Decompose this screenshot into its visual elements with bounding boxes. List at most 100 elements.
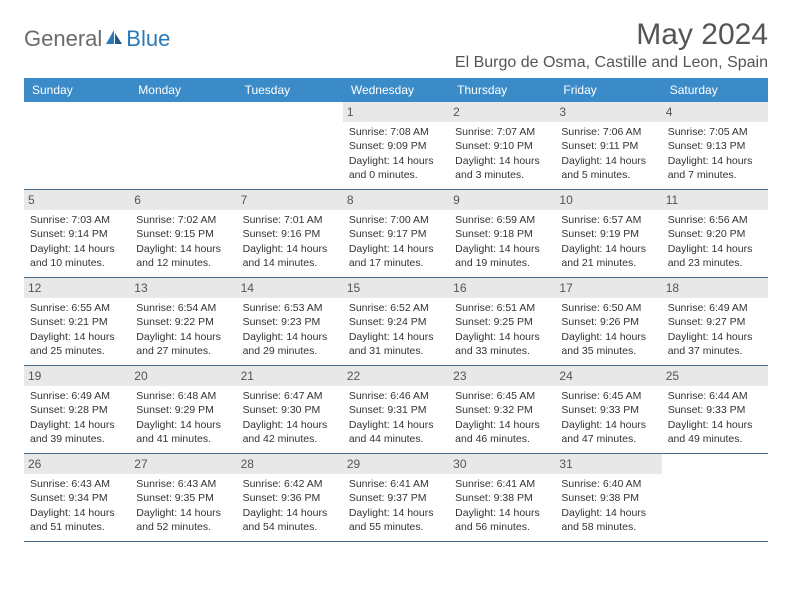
day-number: 4	[662, 102, 768, 122]
day-cell: 20 Sunrise: 6:48 AMSunset: 9:29 PMDayligh…	[130, 366, 236, 454]
day-cell: 9 Sunrise: 6:59 AMSunset: 9:18 PMDaylight…	[449, 190, 555, 278]
day-info: Sunrise: 6:47 AMSunset: 9:30 PMDaylight:…	[243, 389, 337, 446]
day-cell: 24Sunrise: 6:45 AMSunset: 9:33 PMDayligh…	[555, 366, 661, 454]
day-info: Sunrise: 6:43 AMSunset: 9:34 PMDaylight:…	[30, 477, 124, 534]
day-number: 9	[449, 190, 555, 210]
day-number: 22	[343, 366, 449, 386]
day-number: 15	[343, 278, 449, 298]
day-number: 14	[237, 278, 343, 298]
day-cell: 13 Sunrise: 6:54 AMSunset: 9:22 PMDayligh…	[130, 278, 236, 366]
day-info: Sunrise: 7:02 AMSunset: 9:15 PMDaylight:…	[136, 213, 230, 270]
weekday-header: Thursday	[449, 78, 555, 102]
weekday-header: Sunday	[24, 78, 130, 102]
empty-cell	[24, 102, 130, 190]
day-cell: 8 Sunrise: 7:00 AMSunset: 9:17 PMDaylight…	[343, 190, 449, 278]
day-number: 17	[555, 278, 661, 298]
day-info: Sunrise: 6:57 AMSunset: 9:19 PMDaylight:…	[561, 213, 655, 270]
calendar: SundayMondayTuesdayWednesdayThursdayFrid…	[24, 78, 768, 542]
day-number: 28	[237, 454, 343, 474]
day-cell: 28 Sunrise: 6:42 AMSunset: 9:36 PMDayligh…	[237, 454, 343, 542]
day-info: Sunrise: 6:59 AMSunset: 9:18 PMDaylight:…	[455, 213, 549, 270]
day-number: 30	[449, 454, 555, 474]
day-number: 5	[24, 190, 130, 210]
month-title: May 2024	[455, 18, 768, 52]
day-number: 29	[343, 454, 449, 474]
day-info: Sunrise: 6:53 AMSunset: 9:23 PMDaylight:…	[243, 301, 337, 358]
day-info: Sunrise: 6:49 AMSunset: 9:27 PMDaylight:…	[668, 301, 762, 358]
day-number: 23	[449, 366, 555, 386]
day-number: 13	[130, 278, 236, 298]
header: General Blue May 2024 El Burgo de Osma, …	[24, 18, 768, 72]
day-number: 7	[237, 190, 343, 210]
weekday-header: Tuesday	[237, 78, 343, 102]
day-cell: 12 Sunrise: 6:55 AMSunset: 9:21 PMDayligh…	[24, 278, 130, 366]
calendar-body: 1 Sunrise: 7:08 AMSunset: 9:09 PMDaylight…	[24, 102, 768, 542]
day-info: Sunrise: 6:49 AMSunset: 9:28 PMDaylight:…	[30, 389, 124, 446]
day-cell: 10 Sunrise: 6:57 AMSunset: 9:19 PMDayligh…	[555, 190, 661, 278]
day-info: Sunrise: 6:40 AMSunset: 9:38 PMDaylight:…	[561, 477, 655, 534]
day-cell: 3Sunrise: 7:06 AMSunset: 9:11 PMDaylight…	[555, 102, 661, 190]
calendar-header-row: SundayMondayTuesdayWednesdayThursdayFrid…	[24, 78, 768, 102]
day-info: Sunrise: 6:41 AMSunset: 9:37 PMDaylight:…	[349, 477, 443, 534]
day-info: Sunrise: 6:54 AMSunset: 9:22 PMDaylight:…	[136, 301, 230, 358]
day-info: Sunrise: 6:43 AMSunset: 9:35 PMDaylight:…	[136, 477, 230, 534]
empty-cell	[662, 454, 768, 542]
day-info: Sunrise: 6:44 AMSunset: 9:33 PMDaylight:…	[668, 389, 762, 446]
weekday-header: Monday	[130, 78, 236, 102]
day-info: Sunrise: 7:08 AMSunset: 9:09 PMDaylight:…	[349, 125, 443, 182]
day-number: 26	[24, 454, 130, 474]
day-info: Sunrise: 6:41 AMSunset: 9:38 PMDaylight:…	[455, 477, 549, 534]
day-info: Sunrise: 7:06 AMSunset: 9:11 PMDaylight:…	[561, 125, 655, 182]
day-info: Sunrise: 7:07 AMSunset: 9:10 PMDaylight:…	[455, 125, 549, 182]
day-cell: 14 Sunrise: 6:53 AMSunset: 9:23 PMDayligh…	[237, 278, 343, 366]
weekday-header: Saturday	[662, 78, 768, 102]
day-cell: 15 Sunrise: 6:52 AMSunset: 9:24 PMDayligh…	[343, 278, 449, 366]
day-info: Sunrise: 7:00 AMSunset: 9:17 PMDaylight:…	[349, 213, 443, 270]
day-number: 25	[662, 366, 768, 386]
day-info: Sunrise: 6:48 AMSunset: 9:29 PMDaylight:…	[136, 389, 230, 446]
day-cell: 7 Sunrise: 7:01 AMSunset: 9:16 PMDaylight…	[237, 190, 343, 278]
day-number: 24	[555, 366, 661, 386]
day-number: 19	[24, 366, 130, 386]
day-cell: 25 Sunrise: 6:44 AMSunset: 9:33 PMDayligh…	[662, 366, 768, 454]
day-info: Sunrise: 6:51 AMSunset: 9:25 PMDaylight:…	[455, 301, 549, 358]
day-number: 21	[237, 366, 343, 386]
day-cell: 11Sunrise: 6:56 AMSunset: 9:20 PMDayligh…	[662, 190, 768, 278]
day-cell: 2 Sunrise: 7:07 AMSunset: 9:10 PMDaylight…	[449, 102, 555, 190]
day-number: 10	[555, 190, 661, 210]
day-cell: 29 Sunrise: 6:41 AMSunset: 9:37 PMDayligh…	[343, 454, 449, 542]
day-number: 1	[343, 102, 449, 122]
day-cell: 5 Sunrise: 7:03 AMSunset: 9:14 PMDaylight…	[24, 190, 130, 278]
day-info: Sunrise: 7:05 AMSunset: 9:13 PMDaylight:…	[668, 125, 762, 182]
day-cell: 16 Sunrise: 6:51 AMSunset: 9:25 PMDayligh…	[449, 278, 555, 366]
day-number: 8	[343, 190, 449, 210]
day-cell: 17Sunrise: 6:50 AMSunset: 9:26 PMDayligh…	[555, 278, 661, 366]
day-cell: 19 Sunrise: 6:49 AMSunset: 9:28 PMDayligh…	[24, 366, 130, 454]
logo-text-general: General	[24, 26, 102, 52]
day-number: 16	[449, 278, 555, 298]
logo: General Blue	[24, 18, 170, 52]
day-cell: 1 Sunrise: 7:08 AMSunset: 9:09 PMDaylight…	[343, 102, 449, 190]
day-number: 6	[130, 190, 236, 210]
day-number: 31	[555, 454, 661, 474]
day-cell: 30 Sunrise: 6:41 AMSunset: 9:38 PMDayligh…	[449, 454, 555, 542]
logo-text-blue: Blue	[126, 26, 170, 52]
day-number: 12	[24, 278, 130, 298]
day-info: Sunrise: 6:46 AMSunset: 9:31 PMDaylight:…	[349, 389, 443, 446]
day-info: Sunrise: 6:55 AMSunset: 9:21 PMDaylight:…	[30, 301, 124, 358]
location: El Burgo de Osma, Castille and Leon, Spa…	[455, 54, 768, 72]
day-number: 27	[130, 454, 236, 474]
day-cell: 22 Sunrise: 6:46 AMSunset: 9:31 PMDayligh…	[343, 366, 449, 454]
day-cell: 4 Sunrise: 7:05 AMSunset: 9:13 PMDaylight…	[662, 102, 768, 190]
title-block: May 2024 El Burgo de Osma, Castille and …	[455, 18, 768, 72]
day-cell: 23 Sunrise: 6:45 AMSunset: 9:32 PMDayligh…	[449, 366, 555, 454]
day-info: Sunrise: 6:42 AMSunset: 9:36 PMDaylight:…	[243, 477, 337, 534]
day-info: Sunrise: 6:52 AMSunset: 9:24 PMDaylight:…	[349, 301, 443, 358]
day-info: Sunrise: 6:45 AMSunset: 9:32 PMDaylight:…	[455, 389, 549, 446]
day-number: 20	[130, 366, 236, 386]
day-cell: 21 Sunrise: 6:47 AMSunset: 9:30 PMDayligh…	[237, 366, 343, 454]
day-number: 11	[662, 190, 768, 210]
day-number: 2	[449, 102, 555, 122]
day-info: Sunrise: 7:01 AMSunset: 9:16 PMDaylight:…	[243, 213, 337, 270]
day-info: Sunrise: 7:03 AMSunset: 9:14 PMDaylight:…	[30, 213, 124, 270]
